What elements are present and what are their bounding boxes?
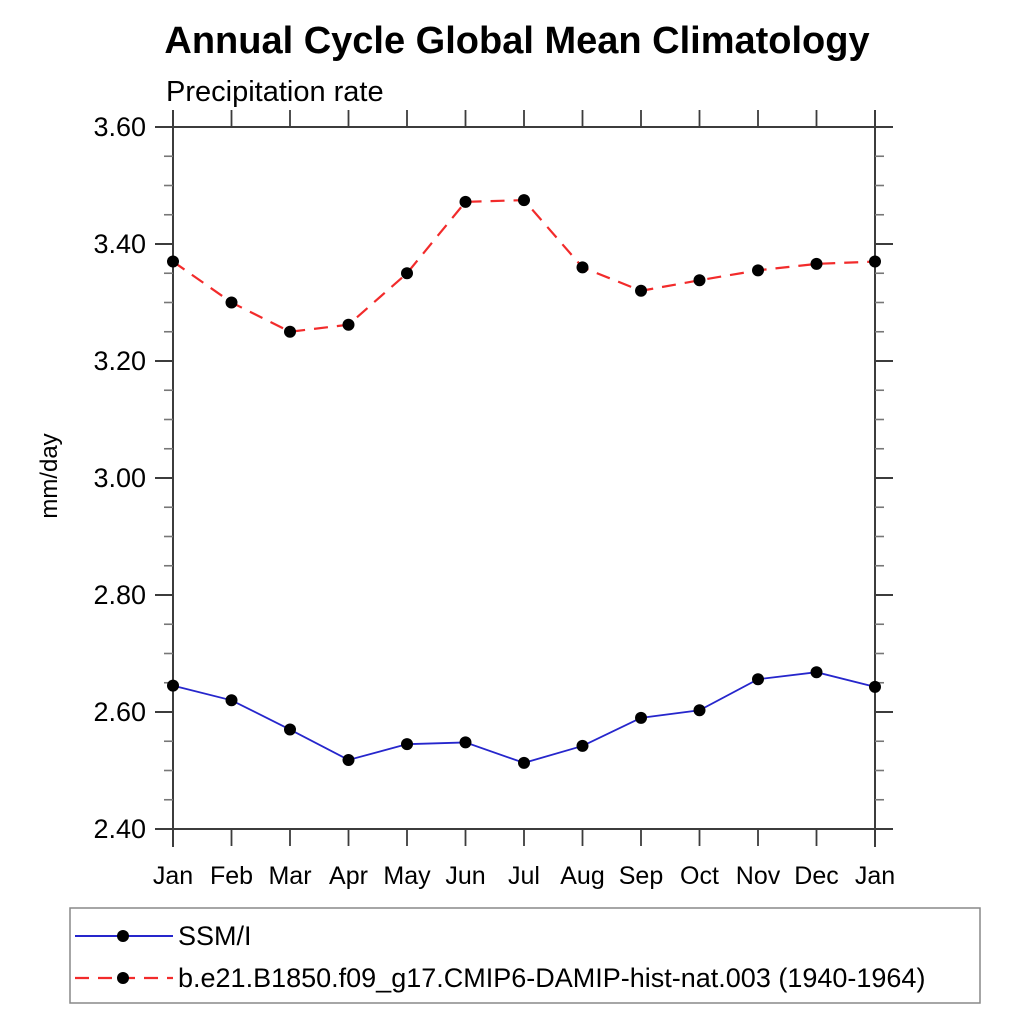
data-point [752, 264, 764, 277]
series-line-0 [172, 671, 876, 764]
data-point [752, 673, 764, 686]
data-point [225, 296, 238, 309]
data-point [518, 194, 530, 207]
y-tick-label: 3.20 [93, 346, 146, 376]
data-point [401, 738, 413, 751]
legend-box [69, 907, 981, 1004]
y-tick-label: 2.80 [93, 580, 146, 610]
x-tick-label: Apr [329, 862, 368, 890]
data-point [576, 261, 589, 274]
data-series [167, 194, 881, 769]
legend-marker-dot [117, 972, 129, 984]
data-point [693, 274, 706, 287]
x-tick-label: May [383, 862, 431, 890]
data-point [284, 723, 296, 736]
y-tick-label: 2.60 [93, 697, 146, 727]
data-point [810, 666, 823, 679]
x-tick-label: Nov [736, 862, 781, 890]
data-point [167, 679, 179, 692]
data-point [635, 711, 647, 724]
data-point [225, 694, 238, 707]
x-tick-label: Jun [445, 862, 485, 890]
x-tick-label: Feb [210, 862, 253, 890]
series-line-1 [172, 199, 876, 333]
data-point [459, 195, 472, 208]
x-tick-label: Dec [794, 862, 838, 890]
x-tick-label: Oct [680, 862, 719, 890]
data-point [167, 255, 179, 268]
data-point [810, 257, 823, 270]
data-point [869, 680, 881, 693]
y-axis-label: mm/day [36, 433, 63, 518]
data-point [518, 756, 530, 769]
data-point [284, 325, 296, 338]
y-tick-label: 3.40 [93, 229, 146, 259]
y-tick-label: 3.00 [93, 463, 146, 493]
data-point [693, 704, 706, 717]
legend: SSM/I b.e21.B1850.f09_g17.CMIP6-DAMIP-hi… [69, 907, 981, 1004]
chart-title: Annual Cycle Global Mean Climatology [164, 20, 869, 62]
chart-subtitle: Precipitation rate [166, 76, 384, 108]
x-tick-label: Jul [508, 862, 540, 890]
x-tick-label: Mar [268, 862, 311, 890]
data-point [459, 736, 472, 749]
x-tick-label: Jan [153, 862, 193, 890]
legend-entry-model: b.e21.B1850.f09_g17.CMIP6-DAMIP-hist-nat… [75, 963, 925, 993]
y-tick-label: 3.60 [93, 112, 146, 142]
y-tick-label: 2.40 [93, 814, 146, 844]
legend-label-ssmi: SSM/I [178, 921, 252, 951]
legend-entry-ssmi: SSM/I [75, 921, 252, 951]
data-point [869, 255, 881, 268]
data-point [635, 284, 647, 297]
x-tick-label: Aug [560, 862, 604, 890]
legend-marker-dot [117, 930, 129, 942]
data-point [401, 267, 413, 280]
x-tick-label: Sep [619, 862, 663, 890]
data-point [576, 739, 589, 752]
data-point [342, 753, 355, 766]
data-point [342, 318, 355, 331]
legend-label-model: b.e21.B1850.f09_g17.CMIP6-DAMIP-hist-nat… [178, 963, 925, 993]
x-tick-label: Jan [855, 862, 895, 890]
